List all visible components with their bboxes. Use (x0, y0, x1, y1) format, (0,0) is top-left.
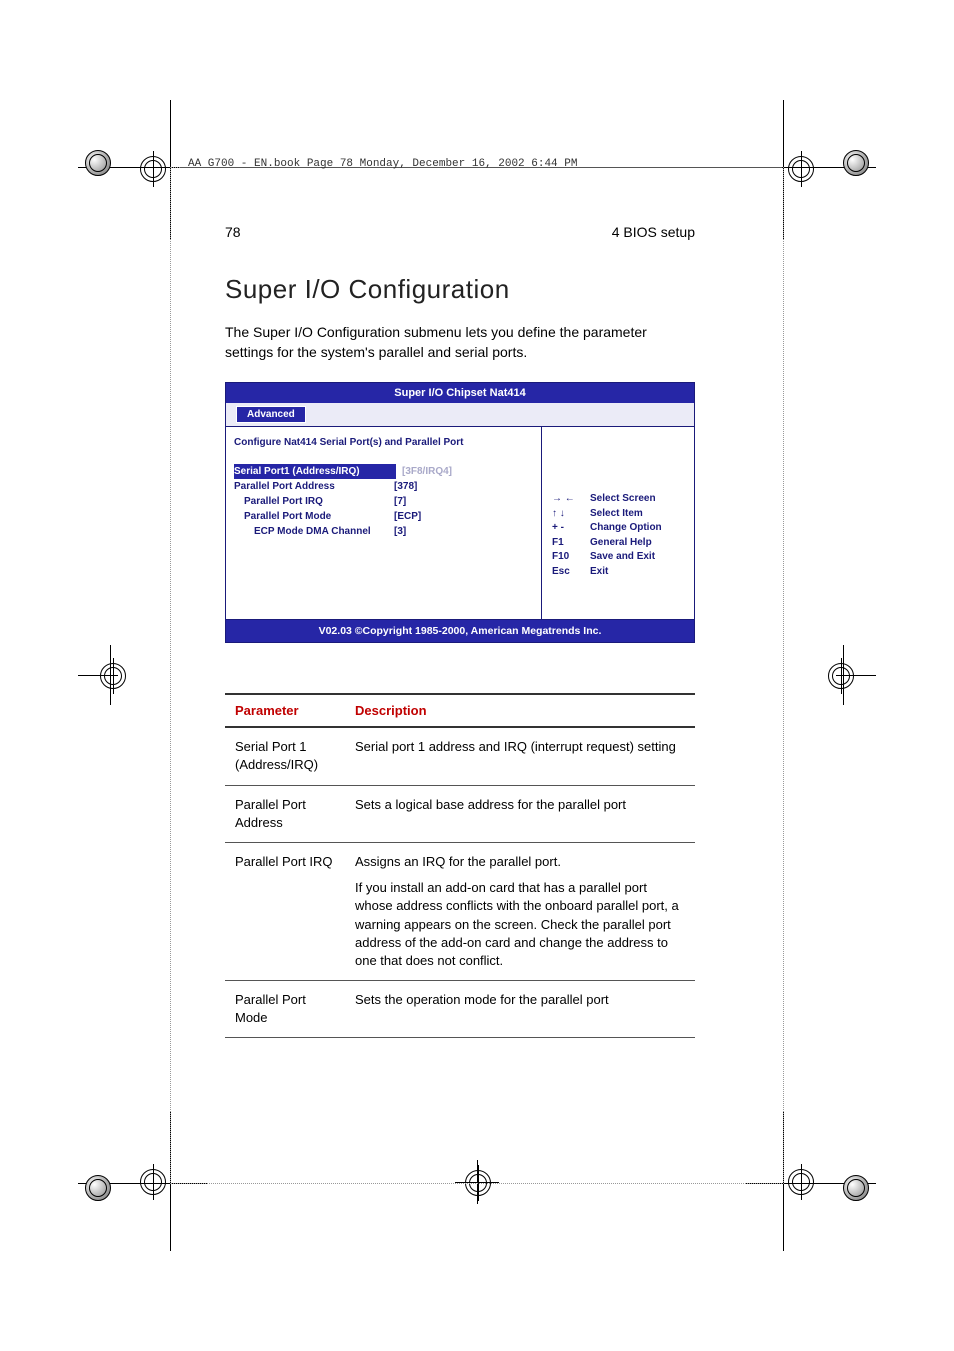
table-row: Parallel Port IRQ Assigns an IRQ for the… (225, 842, 695, 980)
registration-mark-icon (788, 156, 814, 182)
bios-setting-label: Parallel Port Mode (234, 509, 394, 524)
bios-nav-key: → ← (552, 492, 590, 507)
bios-nav-item: ↑ ↓Select Item (552, 507, 684, 522)
table-cell-desc: Serial port 1 address and IRQ (interrupt… (345, 727, 695, 785)
intro-text: The Super I/O Configuration submenu lets… (225, 323, 695, 362)
table-cell-desc-p2: If you install an add-on card that has a… (355, 879, 685, 970)
page-content: 78 4 BIOS setup Super I/O Configuration … (225, 224, 695, 1038)
table-row: Parallel Port Address Sets a logical bas… (225, 785, 695, 842)
bios-setting-row: Serial Port1 (Address/IRQ) (234, 464, 396, 479)
table-cell-param: Parallel Port IRQ (225, 842, 345, 980)
bios-nav-label: Select Screen (590, 492, 656, 507)
bios-nav-label: Exit (590, 565, 608, 580)
registration-mark-icon (843, 1175, 869, 1201)
registration-mark-icon (85, 150, 111, 176)
bios-nav-key: + - (552, 521, 590, 536)
bios-nav-key: Esc (552, 565, 590, 580)
bios-nav-label: General Help (590, 536, 652, 551)
table-cell-desc: Sets the operation mode for the parallel… (345, 981, 695, 1038)
bios-setting-value: [378] (394, 479, 417, 494)
bios-setting-row: ECP Mode DMA Channel [3] (234, 524, 533, 539)
registration-mark-icon (140, 156, 166, 182)
table-cell-desc: Assigns an IRQ for the parallel port. If… (345, 842, 695, 980)
registration-mark-icon (788, 1169, 814, 1195)
bios-nav-item: F10Save and Exit (552, 550, 684, 565)
table-cell-param: Parallel Port Address (225, 785, 345, 842)
bios-title: Super I/O Chipset Nat414 (226, 383, 694, 403)
bios-subtitle: Configure Nat414 Serial Port(s) and Para… (234, 437, 533, 448)
section-title: Super I/O Configuration (225, 274, 695, 305)
bios-help-panel: → ←Select Screen ↑ ↓Select Item + -Chang… (542, 427, 694, 619)
bios-setting-row: Parallel Port Mode [ECP] (234, 509, 533, 524)
bios-nav-legend: → ←Select Screen ↑ ↓Select Item + -Chang… (552, 492, 684, 579)
bios-settings-panel: Configure Nat414 Serial Port(s) and Para… (226, 427, 542, 619)
bios-nav-key: F10 (552, 550, 590, 565)
bios-setting-label: Serial Port1 (Address/IRQ) (234, 464, 394, 479)
bios-setting-row: Parallel Port IRQ [7] (234, 494, 533, 509)
table-header-parameter: Parameter (225, 695, 345, 727)
bios-setting-label: ECP Mode DMA Channel (234, 524, 394, 539)
table-cell-desc: Sets a logical base address for the para… (345, 785, 695, 842)
table-cell-param: Parallel Port Mode (225, 981, 345, 1038)
bios-nav-label: Save and Exit (590, 550, 655, 565)
bios-body: Configure Nat414 Serial Port(s) and Para… (226, 427, 694, 619)
bios-setting-value: [ECP] (394, 509, 421, 524)
bios-setting-value: [3F8/IRQ4] (402, 466, 452, 477)
registration-mark-icon (843, 150, 869, 176)
registration-mark-icon (85, 1175, 111, 1201)
table-row: Parallel Port Mode Sets the operation mo… (225, 981, 695, 1038)
bios-tab-row: Advanced (226, 403, 694, 427)
bios-nav-key: ↑ ↓ (552, 507, 590, 522)
bios-setting-row: Parallel Port Address [378] (234, 479, 533, 494)
registration-mark-icon (828, 663, 854, 689)
table-cell-param: Serial Port 1 (Address/IRQ) (225, 727, 345, 785)
bios-screenshot: Super I/O Chipset Nat414 Advanced Config… (225, 382, 695, 643)
registration-mark-icon (140, 1169, 166, 1195)
bios-setting-label: Parallel Port Address (234, 479, 394, 494)
bios-nav-item: → ←Select Screen (552, 492, 684, 507)
bios-nav-key: F1 (552, 536, 590, 551)
chapter-title: 4 BIOS setup (612, 224, 695, 240)
bios-nav-label: Select Item (590, 507, 643, 522)
bios-tab-advanced: Advanced (236, 406, 306, 423)
bios-footer: V02.03 ©Copyright 1985-2000, American Me… (226, 619, 694, 642)
registration-mark-icon (100, 663, 126, 689)
bios-nav-item: F1General Help (552, 536, 684, 551)
bios-nav-item: + -Change Option (552, 521, 684, 536)
bios-nav-label: Change Option (590, 521, 662, 536)
page-number: 78 (225, 224, 241, 240)
bios-nav-item: EscExit (552, 565, 684, 580)
table-cell-desc-p1: Assigns an IRQ for the parallel port. (355, 854, 561, 869)
bios-setting-value: [7] (394, 494, 406, 509)
parameter-table: Parameter Description Serial Port 1 (Add… (225, 695, 695, 1038)
bios-setting-value: [3] (394, 524, 406, 539)
table-row: Serial Port 1 (Address/IRQ) Serial port … (225, 727, 695, 785)
table-header-description: Description (345, 695, 695, 727)
bios-setting-label: Parallel Port IRQ (234, 494, 394, 509)
page-header: AA G700 - EN.book Page 78 Monday, Decemb… (188, 158, 774, 170)
